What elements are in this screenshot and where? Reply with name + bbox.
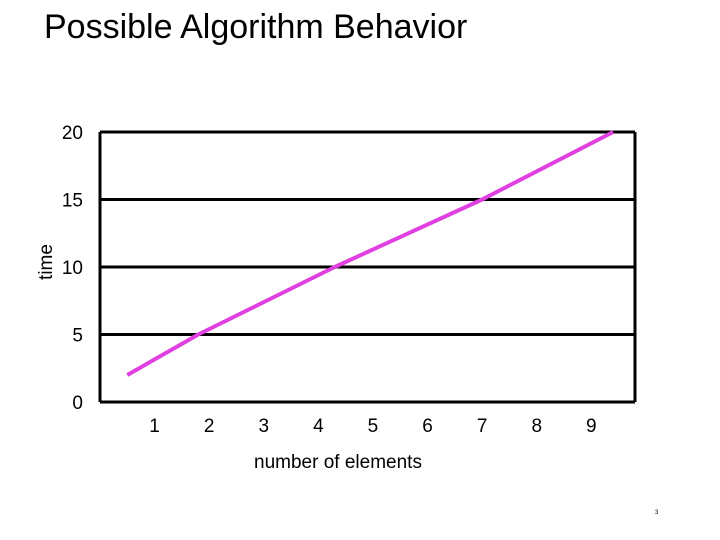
slide-number: 3 (655, 510, 659, 516)
y-tick-label: 20 (62, 123, 83, 144)
x-axis-label: number of elements (254, 452, 422, 473)
x-tick-label: 3 (258, 416, 269, 437)
x-tick-label: 8 (531, 416, 542, 437)
grid-lines (100, 130, 635, 404)
y-tick-label: 15 (62, 191, 83, 212)
x-tick-label: 1 (149, 416, 160, 437)
x-tick-labels: 1 2 3 4 5 6 7 8 9 (149, 416, 596, 437)
x-tick-label: 9 (586, 416, 597, 437)
series-lines (126, 130, 615, 377)
series-line-1 (126, 130, 615, 377)
y-tick-label: 5 (72, 326, 83, 347)
x-tick-label: 2 (204, 416, 215, 437)
x-tick-label: 4 (313, 416, 324, 437)
y-axis-label: time (36, 244, 57, 280)
x-tick-label: 6 (422, 416, 433, 437)
y-tick-label: 0 (72, 393, 83, 414)
x-tick-label: 5 (368, 416, 379, 437)
y-tick-label: 10 (62, 258, 83, 279)
plot-frame (98, 132, 637, 402)
slide-title: Possible Algorithm Behavior (44, 8, 468, 46)
y-tick-labels: 0 5 10 15 20 (62, 123, 83, 414)
x-tick-label: 7 (477, 416, 488, 437)
